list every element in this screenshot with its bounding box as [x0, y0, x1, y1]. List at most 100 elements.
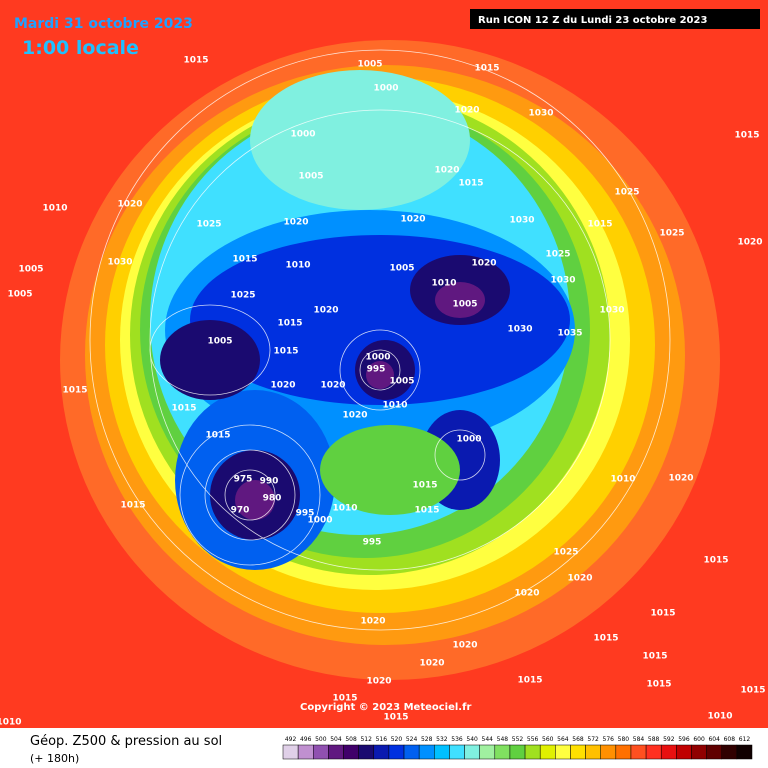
pressure-label: 1015: [517, 676, 542, 686]
pressure-label: 1000: [456, 435, 481, 445]
pressure-label: 1010: [42, 204, 67, 214]
colorbar-swatch: [555, 744, 571, 760]
colorbar-label: 512: [360, 736, 372, 743]
pressure-label: 1030: [528, 109, 553, 119]
colorbar-swatch: [479, 744, 496, 760]
title: Mardi 31 octobre 2023: [14, 16, 193, 32]
colorbar-label: 568: [572, 736, 584, 743]
colorbar-label: 508: [345, 736, 357, 743]
pressure-label: 1005: [389, 377, 414, 387]
colorbar-swatch: [585, 744, 601, 760]
pressure-label: 1020: [737, 238, 762, 248]
colorbar-label: 516: [376, 736, 388, 743]
field-label: Géop. Z500 & pression au sol: [30, 734, 222, 749]
colorbar-swatch: [297, 744, 314, 760]
pressure-label: 1020: [320, 381, 345, 391]
colorbar-label: 580: [618, 736, 630, 743]
pressure-label: 1010: [610, 475, 635, 485]
colorbar: 492 496 500 504 508 512 516 520 524 528 532 536 540 5…: [282, 736, 753, 760]
colorbar-swatch: [524, 744, 541, 760]
pressure-label: 1030: [599, 306, 624, 316]
colorbar-swatch: [494, 744, 511, 760]
pressure-label: 995: [296, 509, 315, 519]
pressure-label: 1020: [400, 215, 425, 225]
colorbar-swatch: [645, 744, 662, 760]
pressure-label: 995: [363, 538, 382, 548]
pressure-label: 1025: [614, 188, 639, 198]
pressure-label: 1015: [740, 686, 765, 696]
pressure-label: 975: [234, 475, 253, 485]
colorbar-swatch: [328, 744, 344, 760]
pressure-label: 1020: [454, 106, 479, 116]
pressure-label: 1010: [431, 279, 456, 289]
colorbar-swatch: [600, 744, 617, 760]
pressure-label: 1020: [342, 411, 367, 421]
colorbar-label: 528: [421, 736, 433, 743]
pressure-label: 1005: [18, 265, 43, 275]
pressure-label: 1020: [419, 659, 444, 669]
pressure-label: 1015: [120, 501, 145, 511]
colorbar-swatch: [313, 744, 329, 760]
colorbar-label: 496: [300, 736, 312, 743]
pressure-label: 1035: [557, 329, 582, 339]
pressure-label: 1010: [332, 504, 357, 514]
pressure-label: 1005: [207, 337, 232, 347]
colorbar-swatch: [615, 744, 632, 760]
colorbar-swatch: [358, 744, 375, 760]
colorbar-swatch: [373, 744, 390, 760]
colorbar-swatch: [388, 744, 405, 760]
pressure-label: 1005: [389, 264, 414, 274]
colorbar-swatch: [721, 744, 738, 760]
pressure-label: 1020: [360, 617, 385, 627]
pressure-label: 1000: [290, 130, 315, 140]
colorbar-label: 592: [663, 736, 675, 743]
subtitle: 1:00 locale: [22, 37, 139, 59]
pressure-label: 1000: [365, 353, 390, 363]
copyright: Copyright © 2023 Meteociel.fr: [300, 702, 471, 713]
pressure-label: 1020: [434, 166, 459, 176]
pressure-label: 1000: [307, 516, 332, 526]
colorbar-swatch: [570, 744, 586, 760]
pressure-label: 1010: [707, 712, 732, 722]
pressure-label: 1015: [650, 609, 675, 619]
pressure-label: 990: [260, 477, 279, 487]
colorbar-label: 492: [285, 736, 297, 743]
colorbar-label: 560: [542, 736, 554, 743]
pressure-label: 1010: [382, 401, 407, 411]
pressure-label: 1015: [642, 652, 667, 662]
pressure-label: 1025: [196, 220, 221, 230]
pressure-label: 1020: [567, 574, 592, 584]
pressure-label: 1015: [703, 556, 728, 566]
pressure-label: 1015: [587, 220, 612, 230]
colorbar-label: 536: [451, 736, 463, 743]
pressure-label: 1020: [270, 381, 295, 391]
colorbar-swatch: [464, 744, 480, 760]
colorbar-swatch: [449, 744, 465, 760]
pressure-label: 1000: [373, 84, 398, 94]
colorbar-label: 564: [557, 736, 569, 743]
colorbar-swatch: [736, 744, 753, 760]
pressure-label: 1015: [332, 694, 357, 704]
colorbar-label: 572: [587, 736, 599, 743]
pressure-label: 1030: [107, 258, 132, 268]
pressure-label: 1015: [277, 319, 302, 329]
pressure-labels: 1015 1005 1015 1000 1020 1030 1000 1015 1005 1020…: [0, 56, 766, 728]
colorbar-label: 596: [678, 736, 690, 743]
pressure-label: 1005: [298, 172, 323, 182]
pressure-label: 1020: [452, 641, 477, 651]
pressure-label: 1025: [545, 250, 570, 260]
pressure-label: 1020: [514, 589, 539, 599]
pressure-label: 1015: [205, 431, 230, 441]
colorbar-swatch: [630, 744, 647, 760]
pressure-label: 1015: [458, 179, 483, 189]
pressure-label: 1020: [117, 200, 142, 210]
pressure-label: 1005: [7, 290, 32, 300]
pressure-label: 1020: [366, 677, 391, 687]
pressure-label: 1015: [593, 634, 618, 644]
colorbar-label: 552: [512, 736, 524, 743]
run-box: [470, 9, 760, 29]
colorbar-label: 556: [527, 736, 539, 743]
pressure-label: 1015: [273, 347, 298, 357]
pressure-label: 1030: [509, 216, 534, 226]
pressure-label: 1020: [668, 474, 693, 484]
